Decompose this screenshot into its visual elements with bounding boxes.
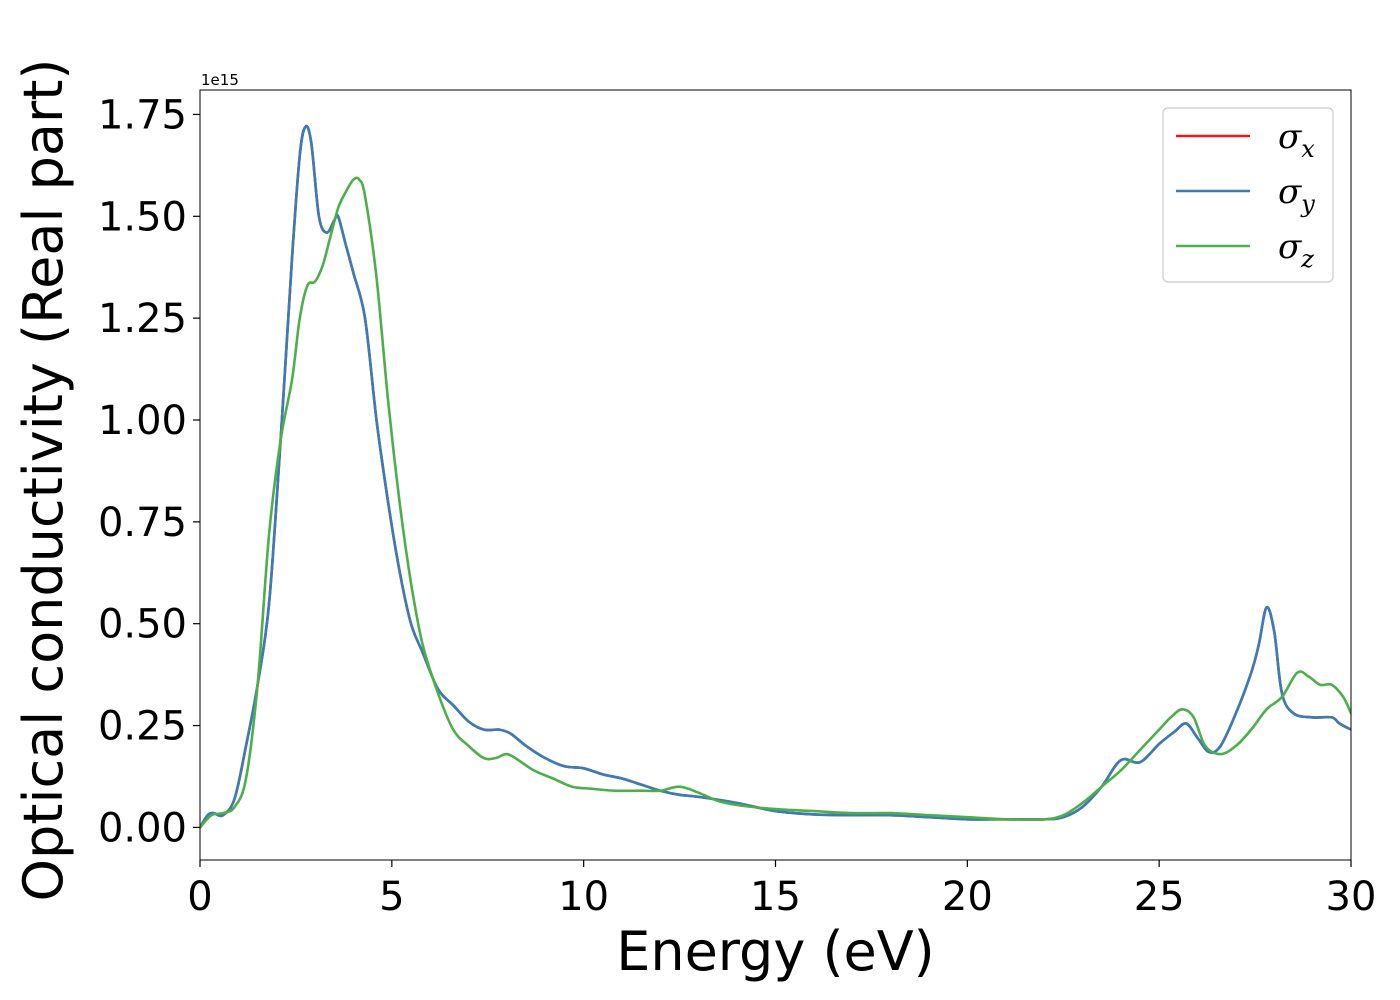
- y-tick-label: 1.50: [98, 194, 187, 240]
- y-tick-label: 0.50: [98, 602, 187, 648]
- series-line-z: [200, 176, 1351, 829]
- y-tick-label: 0.75: [98, 500, 187, 546]
- y-tick-label: 1.00: [98, 398, 187, 444]
- x-axis-title: Energy (eV): [616, 920, 935, 983]
- y-tick-label: 1.75: [98, 92, 187, 138]
- series-layer: [200, 124, 1351, 829]
- y-tick-label: 0.00: [98, 805, 187, 851]
- x-tick-label: 10: [558, 874, 609, 920]
- x-tick-label: 0: [187, 874, 212, 920]
- legend-box: [1162, 107, 1334, 283]
- series-line-y: [200, 124, 1351, 829]
- x-tick-label: 30: [1326, 874, 1377, 920]
- x-tick-label: 20: [942, 874, 993, 920]
- legend: σx σy σz: [1162, 107, 1334, 283]
- legend-label-x: σx: [1278, 117, 1315, 163]
- legend-label-y: σy: [1278, 172, 1315, 218]
- y-tick-label: 0.25: [98, 704, 187, 750]
- y-offset-label: 1e15: [201, 71, 239, 89]
- y-tick-label: 1.25: [98, 296, 187, 342]
- x-tick-label: 25: [1134, 874, 1185, 920]
- y-axis: 0.00 0.25 0.50 0.75 1.00 1.25 1.50 1.75: [98, 92, 200, 851]
- x-tick-label: 15: [750, 874, 801, 920]
- x-axis: 0 5 10 15 20 25 30: [187, 860, 1376, 920]
- x-tick-label: 5: [379, 874, 404, 920]
- y-axis-title: Optical conductivity (Real part): [12, 59, 75, 902]
- legend-label-z: σz: [1278, 227, 1314, 273]
